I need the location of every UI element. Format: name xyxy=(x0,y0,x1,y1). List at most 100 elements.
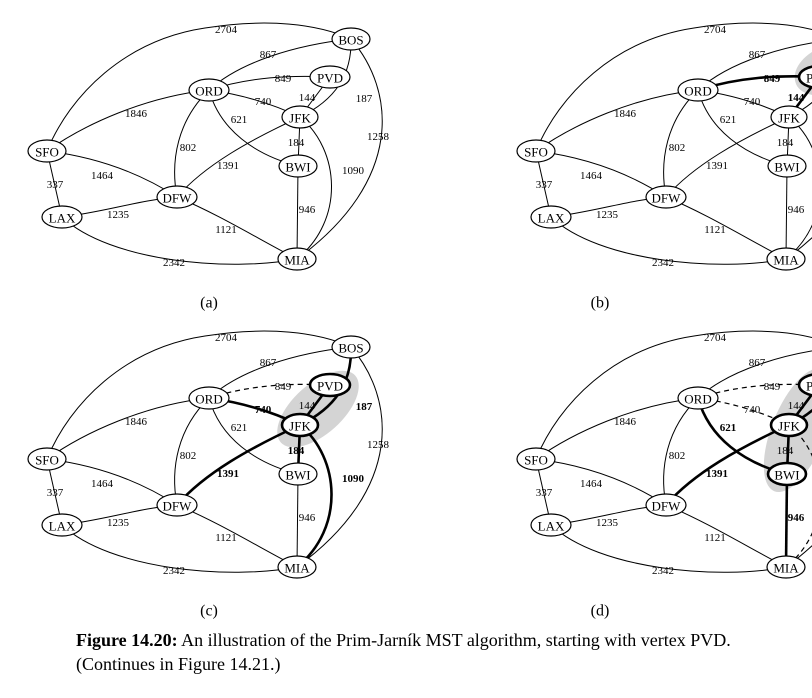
weight-label-ord-bwi: 621 xyxy=(231,422,248,434)
edge-sfo-bos xyxy=(46,22,352,152)
weight-label-jfk-mia: 1090 xyxy=(342,165,365,177)
vertex-ord xyxy=(677,386,719,410)
caption-label: Figure 14.20: xyxy=(76,630,178,650)
weight-label-ord-pvd: 849 xyxy=(275,381,292,393)
vertex-label-pvd: PVD xyxy=(806,379,812,394)
edge-jfk-dfw xyxy=(176,116,301,198)
vertex-label-bos: BOS xyxy=(338,341,363,356)
vertex-label-lax: LAX xyxy=(538,211,565,226)
edge-sfo-ord xyxy=(535,397,699,460)
vertex-dfw xyxy=(156,185,198,209)
edge-ord-bos xyxy=(697,42,812,91)
edge-ord-dfw xyxy=(174,89,210,198)
vertex-bwi xyxy=(766,461,808,487)
weight-label-sfo-dfw: 1464 xyxy=(580,478,603,490)
weight-label-bos-mia: 1258 xyxy=(367,439,390,451)
vertex-bwi xyxy=(767,154,807,178)
weight-label-ord-bos: 867 xyxy=(749,357,766,369)
edge-sfo-ord xyxy=(46,89,210,152)
weight-label-pvd-jfk: 144 xyxy=(299,92,316,104)
vertex-jfk xyxy=(770,105,808,129)
weight-label-lax-dfw: 1235 xyxy=(107,517,130,529)
vertex-lax xyxy=(530,205,572,229)
vertex-label-jfk: JFK xyxy=(778,111,800,126)
weight-label-sfo-dfw: 1464 xyxy=(91,478,114,490)
edge-jfk-dfw xyxy=(176,423,301,506)
vertex-mia xyxy=(766,247,806,271)
weight-label-ord-pvd: 849 xyxy=(764,381,781,393)
edge-bwi-mia xyxy=(296,165,299,260)
edge-lax-mia xyxy=(550,524,787,573)
weight-label-sfo-lax: 337 xyxy=(47,179,64,191)
vertex-pvd xyxy=(797,65,812,89)
caption-text: An illustration of the Prim-Jarník MST a… xyxy=(76,630,731,674)
vertex-label-lax: LAX xyxy=(49,211,76,226)
vertex-pvd xyxy=(797,373,812,397)
vertex-label-lax: LAX xyxy=(538,519,565,534)
vertex-label-mia: MIA xyxy=(773,253,799,268)
weight-label-jfk-bwi: 184 xyxy=(777,445,794,457)
weight-label-dfw-mia: 1121 xyxy=(215,224,237,236)
vertex-label-jfk: JFK xyxy=(289,419,311,434)
weight-label-ord-jfk: 740 xyxy=(744,404,761,416)
panel-label-2: (b) xyxy=(591,295,610,312)
weight-label-jfk-bwi: 184 xyxy=(288,445,305,457)
weight-label-ord-bwi: 621 xyxy=(720,422,737,434)
edge-sfo-ord xyxy=(46,397,210,460)
weight-label-lax-mia: 2342 xyxy=(652,257,674,269)
vertex-label-dfw: DFW xyxy=(163,191,193,206)
weight-label-jfk-dfw: 1391 xyxy=(706,160,728,172)
vertex-lax xyxy=(530,513,572,537)
vertex-label-mia: MIA xyxy=(284,561,310,576)
vertex-label-ord: ORD xyxy=(195,84,222,99)
weight-label-sfo-ord: 1846 xyxy=(614,108,637,120)
weight-label-ord-pvd: 849 xyxy=(764,73,781,85)
weight-label-sfo-lax: 337 xyxy=(536,487,553,499)
weight-label-sfo-ord: 1846 xyxy=(125,108,148,120)
edge-bwi-mia xyxy=(296,473,299,568)
edge-ord-bwi xyxy=(697,89,788,167)
vertex-label-sfo: SFO xyxy=(35,145,59,160)
weight-label-bwi-mia: 946 xyxy=(299,512,316,524)
weight-label-bos-jfk: 187 xyxy=(356,93,373,105)
vertex-dfw xyxy=(156,493,198,517)
panel-label-4: (d) xyxy=(591,603,610,620)
edge-jfk-dfw xyxy=(665,116,790,198)
edge-bos-mia xyxy=(296,346,383,568)
weight-label-lax-mia: 2342 xyxy=(652,565,674,577)
weight-label-ord-dfw: 802 xyxy=(180,142,197,154)
vertex-mia xyxy=(766,555,806,579)
weight-label-ord-pvd: 849 xyxy=(275,73,292,85)
weight-label-ord-bos: 867 xyxy=(260,357,277,369)
vertex-dfw xyxy=(645,493,687,517)
vertex-label-sfo: SFO xyxy=(524,145,548,160)
vertex-pvd xyxy=(308,372,352,398)
edge-jfk-dfw xyxy=(665,423,790,506)
weight-label-sfo-lax: 337 xyxy=(536,179,553,191)
vertex-label-pvd: PVD xyxy=(317,71,343,86)
weight-label-ord-bos: 867 xyxy=(749,49,766,61)
vertex-label-bwi: BWI xyxy=(774,160,799,175)
weight-label-sfo-ord: 1846 xyxy=(614,416,637,428)
weight-label-jfk-dfw: 1391 xyxy=(217,160,239,172)
edge-ord-dfw xyxy=(174,397,210,506)
vertex-label-ord: ORD xyxy=(684,392,711,407)
vertex-ord xyxy=(188,78,230,102)
vertex-bwi xyxy=(278,462,318,486)
vertex-label-bwi: BWI xyxy=(774,468,799,483)
weight-label-sfo-dfw: 1464 xyxy=(91,170,114,182)
vertex-ord xyxy=(188,386,230,410)
weight-label-jfk-bwi: 184 xyxy=(288,137,305,149)
edge-lax-mia xyxy=(550,216,787,265)
weight-label-sfo-bos: 2704 xyxy=(704,24,727,36)
weight-label-sfo-bos: 2704 xyxy=(215,332,238,344)
weight-label-sfo-bos: 2704 xyxy=(215,24,238,36)
vertex-label-ord: ORD xyxy=(195,392,222,407)
weight-label-lax-dfw: 1235 xyxy=(596,209,619,221)
weight-label-dfw-mia: 1121 xyxy=(704,532,726,544)
vertex-label-jfk: JFK xyxy=(289,111,311,126)
weight-label-sfo-bos: 2704 xyxy=(704,332,727,344)
